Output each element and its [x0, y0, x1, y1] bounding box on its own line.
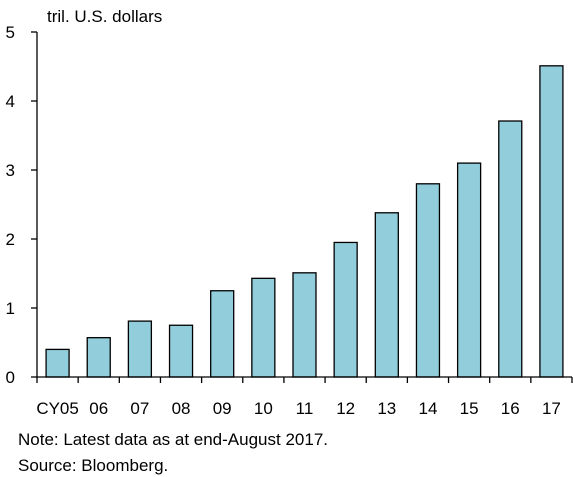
x-tick-label-08: 08	[172, 399, 191, 418]
bar-15	[456, 162, 482, 378]
x-tick-label-16: 16	[501, 399, 520, 418]
bar-07	[127, 320, 153, 378]
y-axis-ticks: 0 1 2 3 4 5	[6, 23, 37, 387]
y-tick-label: 4	[6, 92, 15, 111]
x-tick-label-14: 14	[418, 399, 437, 418]
bar-CY05	[45, 348, 70, 378]
bar-12	[333, 241, 358, 378]
bar-11	[292, 272, 317, 378]
bar-13	[374, 212, 399, 378]
x-tick-label-15: 15	[460, 399, 479, 418]
y-tick-label: 3	[6, 161, 15, 180]
x-tick-label-06: 06	[89, 399, 108, 418]
x-tick-label-CY05: CY05	[36, 399, 79, 418]
bar-16	[498, 120, 523, 378]
y-tick-label: 2	[6, 230, 15, 249]
x-tick-label-17: 17	[542, 399, 561, 418]
y-axis-unit-label: tril. U.S. dollars	[47, 7, 162, 26]
x-tick-label-12: 12	[336, 399, 355, 418]
chart-source: Source: Bloomberg.	[18, 456, 169, 475]
x-axis-ticks: CY05 06 07 08 09 10 11 12 13 14 15 16 17	[36, 377, 573, 418]
bars	[45, 65, 564, 378]
y-tick-label: 5	[6, 23, 15, 42]
bar-14	[415, 183, 441, 378]
bar-17	[539, 65, 564, 378]
x-tick-label-13: 13	[377, 399, 396, 418]
bar-09	[210, 290, 235, 378]
y-tick-label: 1	[6, 299, 15, 318]
axes	[36, 32, 572, 378]
chart-note: Note: Latest data as at end-August 2017.	[18, 430, 328, 449]
y-tick-label: 0	[6, 368, 15, 387]
x-tick-label-09: 09	[213, 399, 232, 418]
bar-10	[251, 277, 276, 378]
bar-08	[168, 324, 194, 378]
bar-06	[86, 337, 111, 378]
x-tick-label-07: 07	[130, 399, 149, 418]
x-tick-label-11: 11	[296, 399, 314, 418]
x-tick-label-10: 10	[254, 399, 273, 418]
